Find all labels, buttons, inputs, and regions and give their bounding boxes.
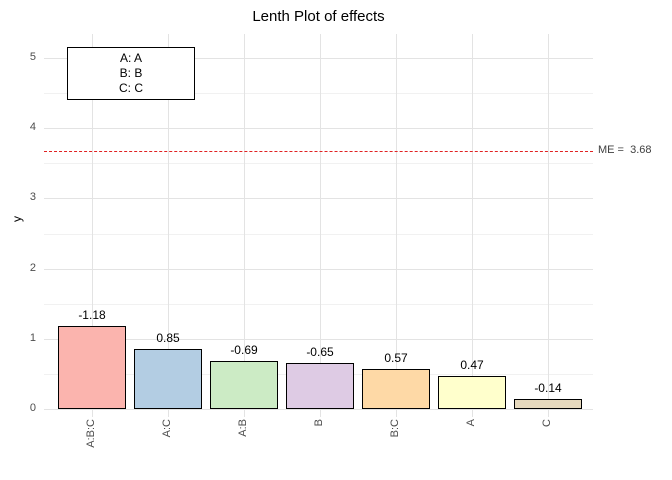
legend-entry-a: A: A xyxy=(119,51,142,65)
x-axis-label-B:C: B:C xyxy=(389,419,401,438)
gridline-x-C xyxy=(548,34,549,417)
minor-gridline-y xyxy=(44,93,593,95)
gridline-x-A:C xyxy=(168,34,169,417)
x-axis-label-B: B xyxy=(313,419,325,427)
chart-title: Lenth Plot of effects xyxy=(252,8,385,25)
major-gridline-y xyxy=(44,409,593,410)
y-tick-label-2: 2 xyxy=(29,261,36,274)
y-tick-label-5: 5 xyxy=(29,51,36,63)
bar-value-label-B:C: 0.57 xyxy=(384,350,408,365)
x-axis-label-A:C: A:C xyxy=(161,419,173,438)
major-gridline-y xyxy=(44,198,593,200)
x-axis-label-A: A xyxy=(465,419,477,427)
bar-value-label-B: -0.65 xyxy=(306,345,334,360)
bar-B xyxy=(286,363,354,409)
me-line-label: ME = 3.68 xyxy=(598,144,652,156)
y-tick-label-4: 4 xyxy=(29,121,36,134)
y-axis-title: y xyxy=(10,216,24,222)
x-axis-label-A:B:C: A:B:C xyxy=(85,419,97,448)
major-gridline-y xyxy=(44,58,593,59)
major-gridline-y xyxy=(44,128,593,130)
me-reference-line xyxy=(44,150,593,152)
minor-gridline-y xyxy=(44,233,593,235)
gridline-x-B xyxy=(320,34,321,417)
y-tick-label-3: 3 xyxy=(29,191,36,204)
y-tick-label-1: 1 xyxy=(29,331,36,344)
plot-panel: -1.18 0.85 -0.69 -0.65 0.57 0.47 -0.14 xyxy=(44,34,593,417)
y-tick-label-0: 0 xyxy=(29,402,36,414)
bar-A:B xyxy=(210,360,278,409)
gridline-x-A:B:C xyxy=(92,34,93,417)
bar-C xyxy=(514,399,582,409)
minor-gridline-y xyxy=(44,163,593,165)
bar-B:C xyxy=(362,368,430,409)
major-gridline-y xyxy=(44,338,593,340)
bar-value-label-C: -0.14 xyxy=(534,381,562,396)
gridline-x-A xyxy=(472,34,473,417)
major-gridline-y xyxy=(44,268,593,270)
bar-value-label-A:B: -0.69 xyxy=(230,342,258,357)
bar-A xyxy=(438,376,506,409)
bar-A:B:C xyxy=(58,326,126,409)
legend-entry-b: B: B xyxy=(119,66,143,80)
bar-value-label-A: 0.47 xyxy=(460,358,484,372)
gridline-x-A:B xyxy=(244,34,245,417)
x-axis-label-C: C xyxy=(541,419,553,427)
bar-value-label-A:B:C: -1.18 xyxy=(78,308,106,323)
bar-value-label-A:C: 0.85 xyxy=(156,331,180,346)
x-axis-label-A:B: A:B xyxy=(237,419,249,437)
minor-gridline-y xyxy=(44,303,593,305)
gridline-x-B:C xyxy=(396,34,397,417)
bar-A:C xyxy=(134,349,202,409)
legend-box: A: A B: B C: C xyxy=(67,47,195,100)
legend-entry-c: C: C xyxy=(119,81,143,95)
